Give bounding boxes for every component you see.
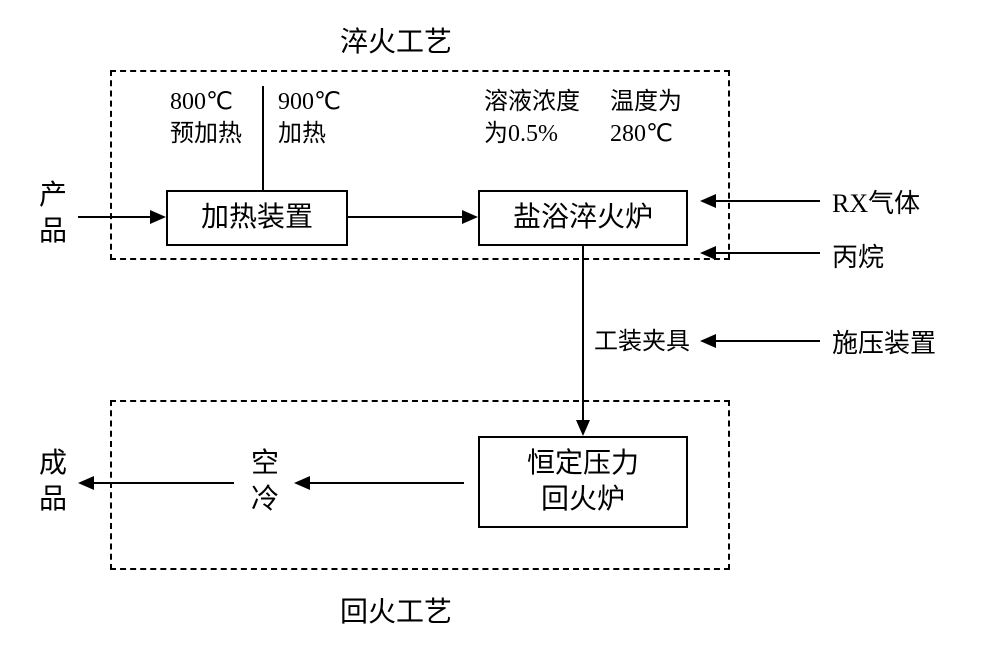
air-cool-label: 空 冷 [248, 446, 282, 519]
arrow-aircool-output-line [94, 482, 234, 484]
solution-conc-l1: 溶液浓度 [484, 86, 580, 120]
arrow-rx-line [716, 200, 820, 202]
quench-title: 淬火工艺 [340, 20, 452, 60]
preheat-label: 预加热 [170, 118, 242, 152]
arrow-heater-salt-head [462, 210, 478, 224]
temper-furnace-box: 恒定压力 回火炉 [478, 436, 688, 528]
arrow-pressure-line [716, 340, 820, 342]
arrow-product-heater-line [78, 216, 152, 218]
output-label: 成 品 [36, 446, 70, 519]
heat-label: 加热 [278, 118, 326, 152]
temp-l2: 280℃ [610, 118, 673, 152]
preheat-temp: 800℃ [170, 86, 233, 120]
arrow-salt-temper-line [582, 246, 584, 422]
salt-bath-box: 盐浴淬火炉 [478, 190, 688, 246]
temp-l1: 温度为 [610, 86, 682, 120]
solution-conc-l2: 为0.5% [484, 118, 558, 152]
fixture-label: 工装夹具 [594, 326, 690, 360]
pressure-device-label: 施压装置 [832, 326, 936, 362]
arrow-heater-salt-line [348, 216, 464, 218]
arrow-temper-aircool-line [310, 482, 464, 484]
product-label: 产 品 [36, 178, 70, 251]
heater-divider [262, 86, 264, 190]
heater-box: 加热装置 [166, 190, 348, 246]
arrow-propane-line [716, 252, 820, 254]
heat-temp: 900℃ [278, 86, 341, 120]
arrow-rx-head [700, 194, 716, 208]
rx-gas-label: RX气体 [832, 186, 920, 222]
arrow-aircool-output-head [78, 476, 94, 490]
temper-title: 回火工艺 [340, 590, 452, 630]
arrow-product-heater-head [150, 210, 166, 224]
arrow-pressure-head [700, 334, 716, 348]
propane-label: 丙烷 [832, 240, 884, 276]
arrow-temper-aircool-head [294, 476, 310, 490]
arrow-propane-head [700, 246, 716, 260]
